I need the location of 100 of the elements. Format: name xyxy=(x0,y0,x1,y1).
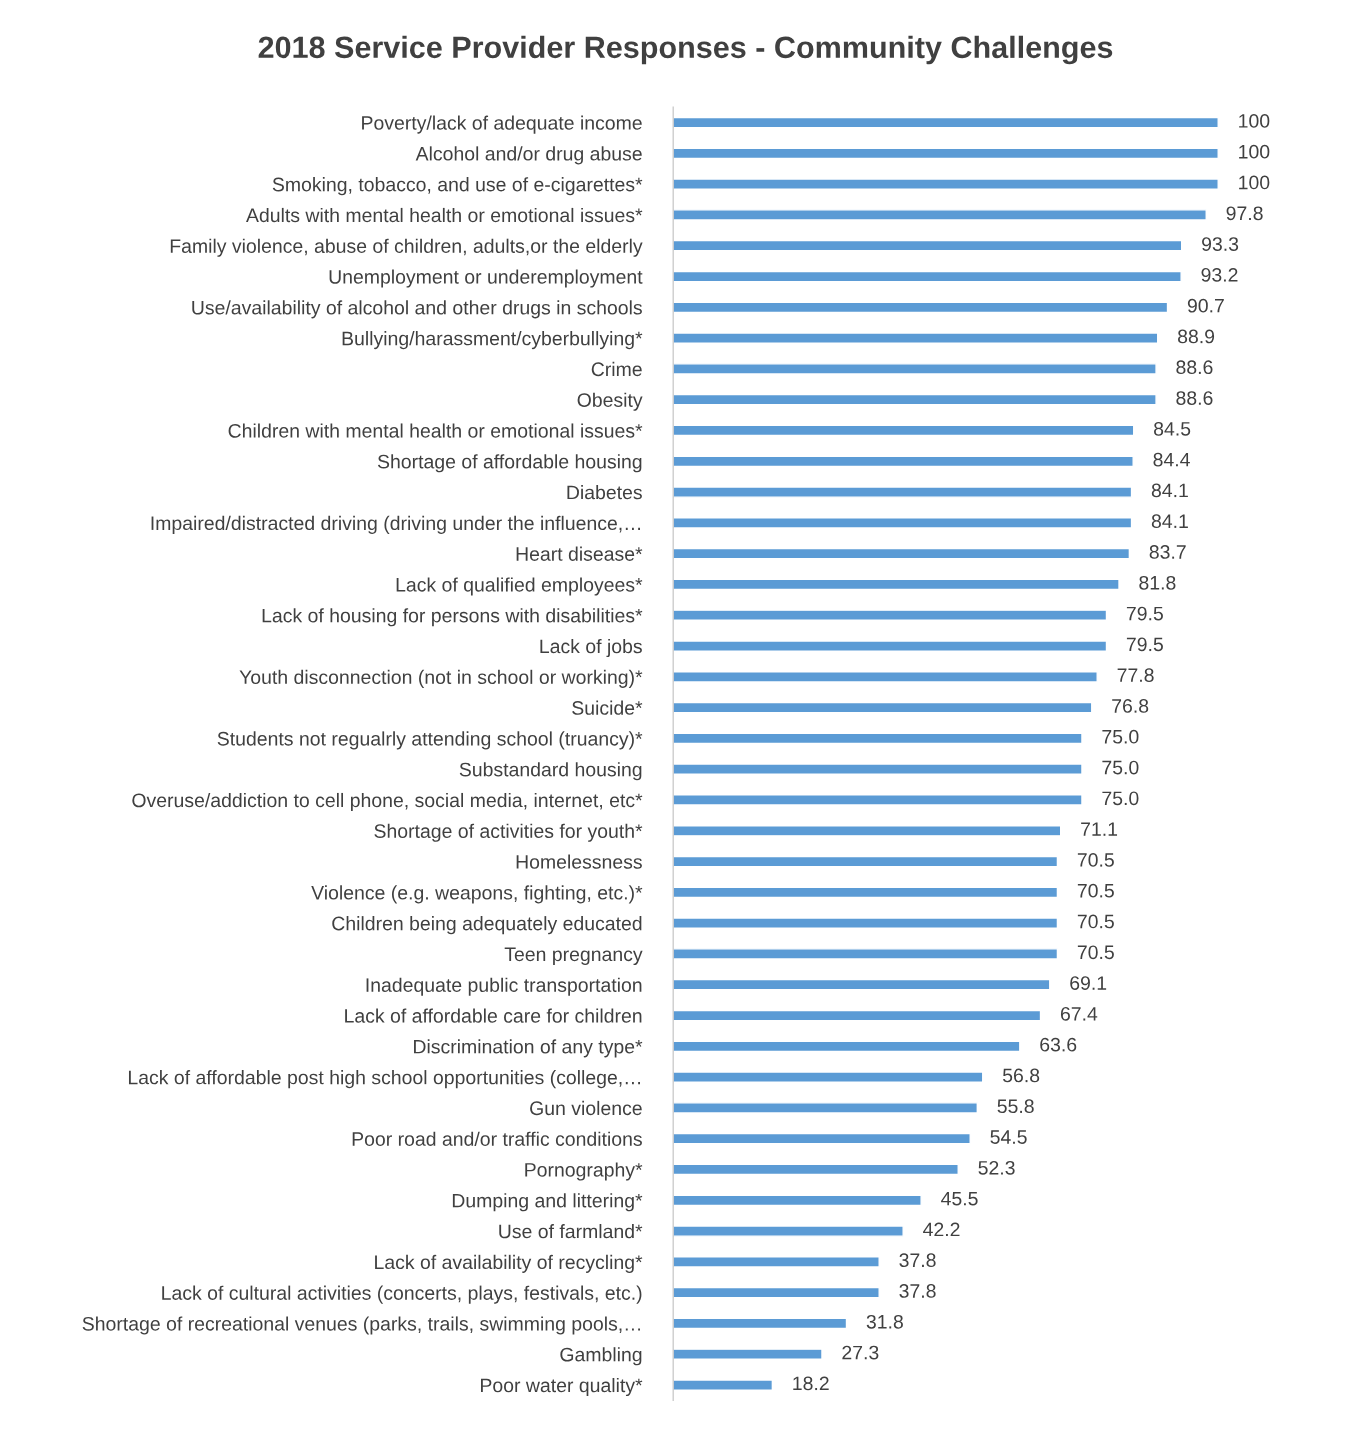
data-label: 55.8 xyxy=(997,1099,1034,1114)
bar xyxy=(673,301,1169,314)
bar xyxy=(673,1348,823,1361)
bar xyxy=(673,855,1059,868)
data-label: 70.5 xyxy=(1077,853,1114,867)
y-tick-label: Suicide* xyxy=(572,700,643,715)
y-tick-label: Poverty/lack of adequate income xyxy=(362,115,642,134)
data-label: 93.3 xyxy=(1202,237,1239,251)
data-label: 88.9 xyxy=(1178,329,1215,344)
y-tick-label: Impaired/distracted driving (driving under the influence,… xyxy=(151,515,640,534)
bar xyxy=(673,978,1051,991)
data-label: 27.3 xyxy=(842,1345,879,1360)
y-tick-label: Use of farmland* xyxy=(499,1224,643,1239)
y-tick-label: Bullying/harassment/cyberbullying* xyxy=(342,331,643,350)
data-label: 69.1 xyxy=(1070,976,1107,990)
bar xyxy=(673,239,1183,252)
y-tick-label: Discrimination of any type* xyxy=(414,1039,643,1058)
y-tick-label: Inadequate public transportation xyxy=(366,977,642,996)
bar xyxy=(673,517,1133,529)
bar xyxy=(673,147,1219,160)
data-label: 100 xyxy=(1239,144,1270,159)
data-label: 84.1 xyxy=(1151,514,1188,529)
data-label: 79.5 xyxy=(1126,637,1163,652)
bar xyxy=(673,178,1219,190)
y-tick-label: Pornography* xyxy=(525,1162,643,1181)
bar xyxy=(673,886,1059,899)
data-label: 45.5 xyxy=(941,1191,978,1206)
data-label: 37.8 xyxy=(899,1253,936,1268)
bar xyxy=(673,424,1135,437)
bar xyxy=(673,332,1159,344)
bar xyxy=(673,1163,959,1176)
data-label: 37.8 xyxy=(899,1284,936,1298)
y-tick-label: Heart disease* xyxy=(516,546,643,561)
bar xyxy=(673,116,1219,129)
bar xyxy=(673,1194,922,1207)
data-label: 81.8 xyxy=(1139,575,1176,590)
data-label: 71.1 xyxy=(1081,822,1118,836)
bar xyxy=(673,1317,848,1330)
bar xyxy=(673,1256,880,1268)
y-tick-label: Shortage of affordable housing xyxy=(377,454,642,473)
data-label: 70.5 xyxy=(1077,883,1114,898)
y-tick-label: Children being adequately educated xyxy=(332,916,642,935)
y-tick-label: Homelessness xyxy=(516,854,642,869)
bar xyxy=(673,794,1083,806)
y-tick-label: Poor water quality* xyxy=(481,1377,643,1397)
data-label: 54.5 xyxy=(990,1130,1027,1144)
data-label: 88.6 xyxy=(1176,391,1213,405)
data-label: 90.7 xyxy=(1187,298,1224,313)
bar xyxy=(673,578,1120,591)
data-label: 56.8 xyxy=(1002,1068,1040,1083)
y-tick-label: Crime xyxy=(591,361,642,377)
data-label: 75.0 xyxy=(1102,791,1139,806)
y-tick-label: Lack of qualified employees* xyxy=(396,577,643,596)
data-label: 88.6 xyxy=(1176,360,1213,375)
y-tick-label: Unemployment or underemployment xyxy=(329,269,643,288)
data-label: 67.4 xyxy=(1060,1006,1098,1021)
data-label: 83.7 xyxy=(1149,545,1186,559)
y-tick-label: Gambling xyxy=(560,1347,642,1366)
bar xyxy=(673,671,1098,683)
y-tick-label: Lack of housing for persons with disabilities* xyxy=(262,608,643,627)
data-label: 100 xyxy=(1239,114,1270,128)
y-tick-label: Shortage of activities for youth* xyxy=(374,823,643,842)
data-label: 79.5 xyxy=(1126,606,1163,621)
y-tick-label: Overuse/addiction to cell phone, social media, internet, etc* xyxy=(132,792,643,812)
data-label: 18.2 xyxy=(793,1376,829,1391)
data-label: 77.8 xyxy=(1117,668,1154,683)
bar xyxy=(673,393,1157,406)
y-tick-label: Dumping and littering* xyxy=(452,1193,643,1212)
data-label: 31.8 xyxy=(866,1314,903,1329)
bar xyxy=(673,609,1108,622)
bar xyxy=(673,1040,1021,1053)
bar xyxy=(673,486,1133,498)
y-tick-label: Poor road and/or traffic conditions xyxy=(352,1131,642,1146)
bar xyxy=(673,363,1157,375)
data-label: 84.1 xyxy=(1151,483,1188,498)
bar xyxy=(673,1286,880,1299)
bar xyxy=(673,701,1093,714)
bar xyxy=(673,1225,904,1237)
bar xyxy=(673,1132,971,1145)
y-tick-label: Substandard housing xyxy=(459,762,642,781)
data-label: 75.0 xyxy=(1102,760,1139,775)
data-label: 70.5 xyxy=(1077,914,1114,929)
data-label: 97.8 xyxy=(1226,206,1263,221)
data-label: 100 xyxy=(1239,175,1270,190)
bar xyxy=(673,455,1134,468)
bar xyxy=(673,547,1131,560)
y-tick-label: Lack of affordable care for children xyxy=(345,1008,642,1023)
y-tick-label: Violence (e.g. weapons, fighting, etc.)* xyxy=(311,885,643,904)
bar xyxy=(673,209,1207,221)
data-label: 84.5 xyxy=(1154,421,1191,436)
y-tick-label: Use/availability of alcohol and other drugs in schools xyxy=(192,300,642,319)
bar xyxy=(673,917,1059,929)
bar xyxy=(673,1009,1042,1022)
y-tick-label: Family violence, abuse of children, adults,or the elderly xyxy=(170,238,643,257)
data-label: 63.6 xyxy=(1040,1037,1077,1052)
y-tick-label: Teen pregnancy xyxy=(504,947,643,966)
y-tick-label: Gun violence xyxy=(530,1100,642,1116)
bar xyxy=(673,732,1083,745)
y-tick-label: Youth disconnection (not in school or working)* xyxy=(239,669,643,688)
y-tick-label: Shortage of recreational venues (parks, trails, swimming pools,… xyxy=(82,1316,640,1335)
